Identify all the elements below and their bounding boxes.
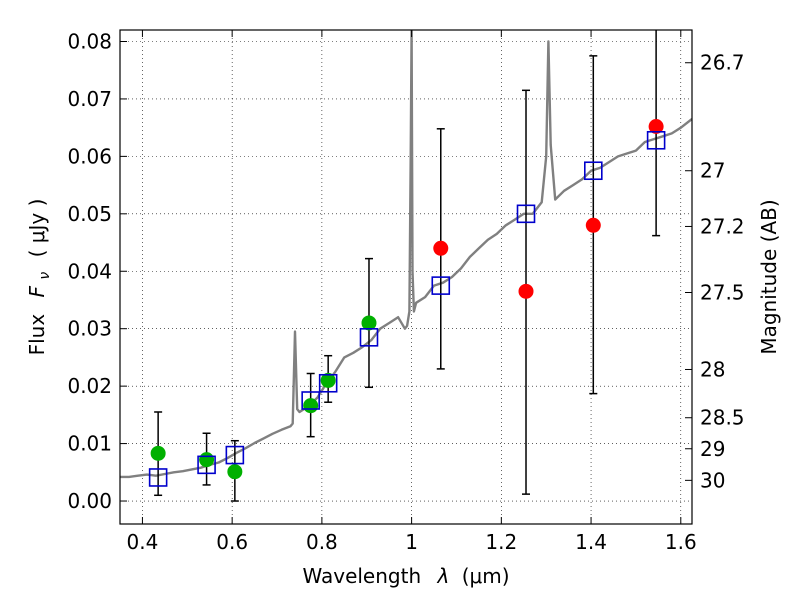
x-tick-label: 1.6 [665,530,697,554]
x-tick-label: 1.4 [575,530,607,554]
open-square-marker [225,445,245,465]
circle-marker [320,372,336,388]
circle-marker [199,452,215,468]
y-tick-label: 0.01 [67,432,112,456]
axis-ticks: 0.4 0.6 0.8 1 1.2 1.4 1.6 0.00 0.01 0.02 0.03 0.04 0… [67,29,744,554]
right-tick-label: 27 [700,159,725,183]
right-tick-label: 28 [700,357,725,381]
sed-model-line [120,30,692,479]
right-tick-label: 29 [700,437,725,461]
x-tick-label: 0.8 [306,530,338,554]
circle-marker [518,283,534,299]
plot-frame [119,29,693,525]
circle-marker [150,445,166,461]
open-square-marker [318,373,338,393]
right-axis-label: Magnitude (AB) [757,199,781,354]
open-square-marker [148,468,168,487]
x-axis-label-symbol: λ [437,564,450,588]
open-square-marker [431,276,451,295]
grid-lines [120,30,692,524]
open-square-marker [301,391,320,410]
open-square-marker [646,130,666,150]
open-square-marker [584,161,603,181]
circle-marker [433,240,449,256]
y-tick-label: 0.08 [67,29,112,53]
circle-marker [227,464,243,480]
right-tick-label: 28.5 [700,406,745,430]
circle-marker [361,315,377,331]
y-axis-label: Flux F ν ( μJy ) [25,199,54,356]
y-tick-label: 0.06 [67,144,112,168]
open-square-marker [197,455,216,475]
right-tick-label: 27.2 [700,214,745,238]
y-tick-label: 0.04 [67,259,112,283]
circle-marker [585,217,601,233]
x-tick-label: 1 [405,530,418,554]
x-tick-label: 0.4 [127,530,159,554]
x-tick-label: 1.2 [485,530,517,554]
y-axis-label-symbol: F [25,285,49,297]
error-bars [154,30,661,502]
open-square-marker [516,204,536,224]
y-tick-label: 0.03 [67,317,112,341]
right-tick-label: 30 [700,468,725,492]
x-axis-label-unit: (μm) [462,564,510,588]
y-axis-label-unit: ( μJy ) [25,199,49,258]
y-tick-label: 0.00 [67,489,112,513]
data-markers [148,119,666,487]
sed-model-layer [120,30,692,479]
right-tick-label: 27.5 [700,281,745,305]
right-tick-label: 26.7 [700,51,745,75]
x-axis-label: Wavelength λ (μm) [302,564,509,588]
y-axis-label-text: Flux [25,314,49,356]
y-tick-label: 0.05 [67,202,112,226]
open-square-marker [359,328,379,347]
y-tick-label: 0.02 [67,374,112,398]
x-axis-label-text: Wavelength [302,564,421,588]
y-tick-label: 0.07 [67,87,112,111]
y-axis-label-subscript: ν [37,272,53,280]
x-tick-label: 0.6 [216,530,248,554]
circle-marker [303,398,319,414]
circle-marker [648,119,664,135]
